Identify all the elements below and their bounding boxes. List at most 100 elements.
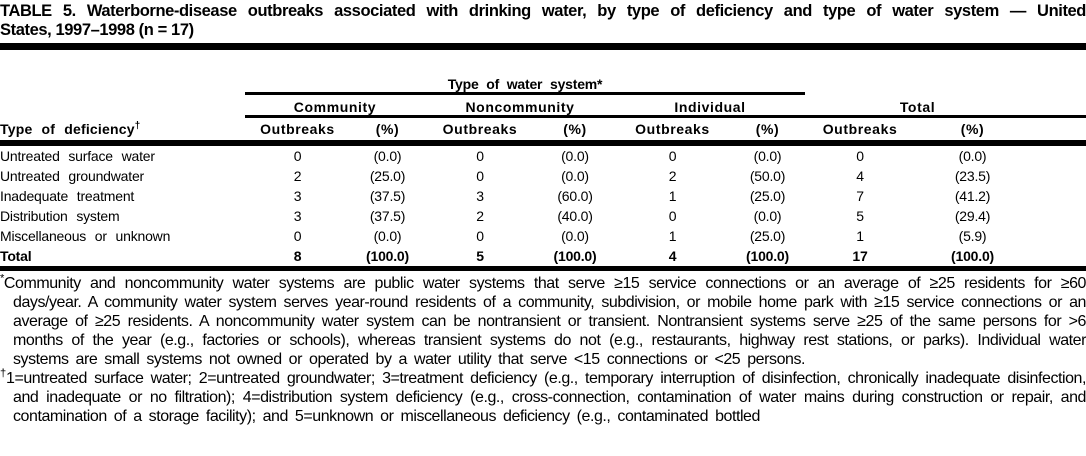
group-total: Total xyxy=(805,93,1031,118)
table-cell: (25.0) xyxy=(749,228,786,244)
table-cell: (50.0) xyxy=(749,168,786,184)
row-label: Miscellaneous or unknown xyxy=(0,228,171,244)
footnotes-section: *Community and noncommunity water system… xyxy=(0,272,1086,426)
table-cell: 5 xyxy=(856,208,864,224)
table-cell: 4 xyxy=(615,246,730,271)
table-cell: 0 xyxy=(293,148,302,164)
table-cell: (25.0) xyxy=(749,188,786,204)
table-cell: 0 xyxy=(668,208,677,224)
footnote-text: Community and noncommunity water systems… xyxy=(3,275,1086,368)
row-gap-cell xyxy=(1030,166,1086,186)
header-sub-row: Type of deficiency† Outbreaks (%) Outbre… xyxy=(0,116,1086,146)
table-cell: 3 xyxy=(476,188,484,204)
footnote-text: 1=untreated surface water; 2=untreated g… xyxy=(6,370,1086,425)
table-cell: 5 xyxy=(425,246,535,271)
row-label: Total xyxy=(0,246,245,271)
spanner-empty-cell xyxy=(0,50,245,94)
table-cell: (100.0) xyxy=(730,246,806,271)
row-gap-cell xyxy=(1030,226,1086,246)
group-noncommunity: Noncommunity xyxy=(425,93,615,118)
table-row-total: Total 8 (100.0) 5 (100.0) 4 (100.0) 17 (… xyxy=(0,246,1086,271)
table-row: Untreated surface water 0 (0.0) 0 (0.0) … xyxy=(0,143,1086,166)
subheader-pct-community: (%) xyxy=(350,116,425,146)
group-gap-cell xyxy=(1030,93,1086,118)
subheader-pct-noncommunity: (%) xyxy=(535,116,615,146)
outbreaks-table: Type of water system* Community Noncommu… xyxy=(0,50,1086,271)
row-label: Untreated groundwater xyxy=(0,168,144,184)
header-spanner-row: Type of water system* xyxy=(0,50,1086,95)
water-system-spanner: Type of water system* xyxy=(245,50,806,95)
table-cell: 2 xyxy=(476,208,484,224)
group-individual: Individual xyxy=(615,93,806,118)
subheader-pct-total: (%) xyxy=(915,116,1031,146)
table-cell: 1 xyxy=(668,188,677,204)
table-cell: 0 xyxy=(476,168,484,184)
subheader-outbreaks-individual: Outbreaks xyxy=(615,116,730,146)
table-cell: (29.4) xyxy=(954,208,991,224)
table-row: Untreated groundwater 2 (25.0) 0 (0.0) 2… xyxy=(0,166,1086,186)
table-row: Inadequate treatment 3 (37.5) 3 (60.0) 1… xyxy=(0,186,1086,206)
table-cell: 17 xyxy=(805,246,916,271)
table-cell: 2 xyxy=(668,168,677,184)
title-rule xyxy=(0,43,1086,50)
header-group-row: Community Noncommunity Individual Total xyxy=(0,93,1086,118)
table-cell: 1 xyxy=(856,228,864,244)
table-cell: (0.0) xyxy=(373,228,402,244)
dagger-marker: † xyxy=(134,120,141,132)
table-cell: (40.0) xyxy=(557,208,593,224)
subheader-outbreaks-community: Outbreaks xyxy=(245,116,350,146)
table-cell: 3 xyxy=(293,208,302,224)
table-cell: 0 xyxy=(668,148,677,164)
group-community: Community xyxy=(245,93,425,118)
table-cell: (37.5) xyxy=(369,188,406,204)
row-header: Type of deficiency† xyxy=(0,116,245,146)
table-cell: (0.0) xyxy=(958,148,987,164)
table-row: Distribution system 3 (37.5) 2 (40.0) 0 … xyxy=(0,206,1086,226)
row-header-label: Type of deficiency xyxy=(0,121,135,137)
row-gap-cell xyxy=(1030,206,1086,226)
subheader-outbreaks-total: Outbreaks xyxy=(805,116,916,146)
subheader-pct-individual: (%) xyxy=(730,116,806,146)
table-cell: (100.0) xyxy=(350,246,425,271)
table-cell: (0.0) xyxy=(373,148,402,164)
title-line-2: States, 1997–1998 (n = 17) xyxy=(0,21,194,39)
row-label: Inadequate treatment xyxy=(0,188,135,204)
title-line-1: TABLE 5. Waterborne-disease outbreaks as… xyxy=(0,2,1086,20)
table-cell: (60.0) xyxy=(557,188,593,204)
table-cell: (5.9) xyxy=(958,228,987,244)
table-cell: (0.0) xyxy=(561,148,589,164)
table-cell: 8 xyxy=(245,246,350,271)
table-cell: (0.0) xyxy=(561,168,589,184)
table-cell: (25.0) xyxy=(369,168,406,184)
table-cell: (100.0) xyxy=(535,246,615,271)
table-cell: (0.0) xyxy=(753,208,782,224)
table-row: Miscellaneous or unknown 0 (0.0) 0 (0.0)… xyxy=(0,226,1086,246)
table-cell: 0 xyxy=(476,228,484,244)
asterisk-marker: * xyxy=(0,272,4,285)
table-title: TABLE 5. Waterborne-disease outbreaks as… xyxy=(0,0,1086,40)
table-cell: (37.5) xyxy=(369,208,406,224)
table-cell: (41.2) xyxy=(954,188,991,204)
table-cell: 3 xyxy=(293,188,302,204)
table-cell: 0 xyxy=(856,148,864,164)
table-cell: 2 xyxy=(293,168,302,184)
table-cell: 1 xyxy=(668,228,677,244)
row-label: Untreated surface water xyxy=(0,148,155,164)
footnote-water-systems: *Community and noncommunity water system… xyxy=(0,272,1086,369)
table-cell: (0.0) xyxy=(753,148,782,164)
table-cell: (100.0) xyxy=(915,246,1031,271)
subheader-gap-cell xyxy=(1030,116,1086,146)
subheader-outbreaks-noncommunity: Outbreaks xyxy=(425,116,535,146)
dagger-marker: † xyxy=(0,367,6,380)
table-cell: 0 xyxy=(476,148,484,164)
spanner-empty-right xyxy=(805,50,1086,94)
row-gap-cell xyxy=(1030,246,1086,271)
row-label: Distribution system xyxy=(0,208,120,224)
group-empty-cell xyxy=(0,94,245,117)
table-cell: 0 xyxy=(293,228,302,244)
table-cell: 7 xyxy=(856,188,864,204)
table-cell: (0.0) xyxy=(561,228,589,244)
table-cell: 4 xyxy=(856,168,864,184)
table-cell: (23.5) xyxy=(954,168,991,184)
